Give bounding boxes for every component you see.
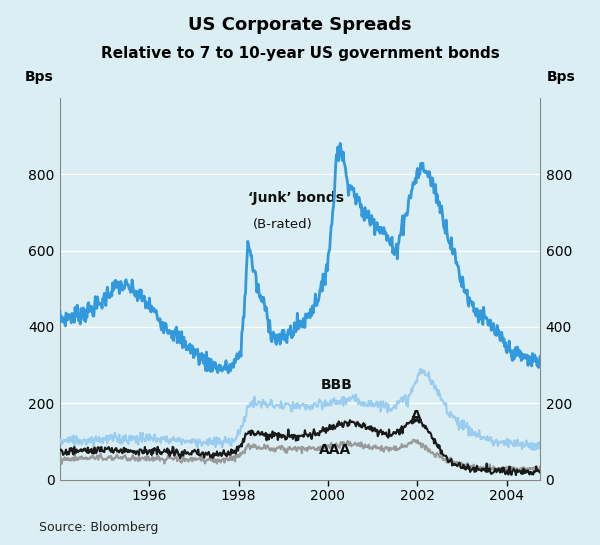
Text: AAA: AAA [319, 443, 351, 457]
Text: A: A [410, 409, 421, 423]
Text: (B-rated): (B-rated) [253, 218, 313, 231]
Text: US Corporate Spreads: US Corporate Spreads [188, 16, 412, 34]
Text: Relative to 7 to 10-year US government bonds: Relative to 7 to 10-year US government b… [101, 46, 499, 62]
Text: Bps: Bps [547, 70, 575, 84]
Text: BBB: BBB [321, 378, 353, 392]
Text: ‘Junk’ bonds: ‘Junk’ bonds [248, 191, 344, 205]
Text: Source: Bloomberg: Source: Bloomberg [39, 521, 158, 534]
Text: Bps: Bps [25, 70, 53, 84]
